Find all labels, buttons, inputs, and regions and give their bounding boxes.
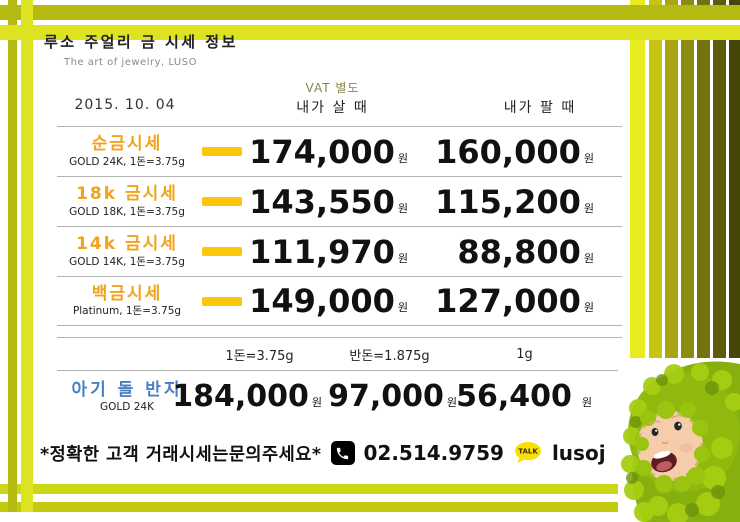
gold-dash-icon [202,197,242,206]
row-label: 아기 돌 반지 [71,379,183,400]
buy-price-cell: 111,970 원 [247,236,412,268]
brand-subtitle: The art of jewelry, LUSO [64,57,197,68]
won-unit: 원 [397,151,408,165]
sell-price: 115,200 [435,182,581,221]
sell-price-cell: 88,800 원 [412,236,612,268]
bottom-band-olive [0,502,740,512]
table-row-pure-gold: 순금시세 GOLD 24K, 1돈=3.75g 174,000 원 160,00… [57,126,622,176]
ring-price-half-don: 97,000 원 [322,382,457,412]
gold-dash-icon [202,147,242,156]
row-sublabel: GOLD 24K, 1돈=3.75g [69,155,185,168]
won-unit: 원 [311,396,322,409]
left-stripe-bright [21,0,33,512]
page-title: 루소 주얼리 금 시세 정보 [44,33,238,51]
sell-price: 160,000 [435,132,581,171]
price: 184,000 [172,379,309,414]
won-unit: 원 [397,301,408,314]
top-band-bright [0,25,740,40]
won-unit: 원 [397,251,408,265]
left-stripe-olive [8,0,17,512]
gold-dash-icon [202,296,242,306]
row-label-cell: 18k 금시세 GOLD 18K, 1돈=3.75g [57,185,197,218]
won-unit: 원 [583,251,594,265]
row-label: 순금시세 [91,134,163,155]
phone-number: 02.514.9759 [363,441,504,465]
sell-column-header: 내가 팔 때 [503,100,577,116]
row-label-cell: 아기 돌 반지 GOLD 24K [57,379,197,414]
vat-note: VAT 별도 [305,81,360,95]
row-label: 백금시세 [91,283,163,304]
won-unit: 원 [583,201,594,215]
won-unit: 원 [446,396,457,409]
price: 56,400 [456,379,572,414]
table-row-18k: 18k 금시세 GOLD 18K, 1돈=3.75g 143,550 원 115… [57,176,622,226]
buy-price: 149,000 [249,282,395,320]
price-date: 2015. 10. 04 [74,97,176,113]
table-row-baby-ring: 아기 돌 반지 GOLD 24K 184,000 원 97,000 원 56,4… [57,371,622,423]
price: 97,000 [328,379,444,414]
row-label-cell: 백금시세 Platinum, 1돈=3.75g [57,283,197,318]
baby-ring-table: 1돈=3.75g 반돈=1.875g 1g 아기 돌 반지 GOLD 24K 1… [57,337,622,423]
sell-price-cell: 127,000 원 [412,285,612,317]
row-label-cell: 14k 금시세 GOLD 14K, 1돈=3.75g [57,235,197,268]
won-unit: 원 [583,301,594,314]
kakaotalk-icon: TALK [513,441,543,465]
phone-icon [330,441,355,465]
contact-bar: *정확한 고객 거래시세는문의주세요* 02.514.9759 TALK lus… [40,437,606,469]
inquiry-notice: *정확한 고객 거래시세는문의주세요* [40,444,322,465]
ring-table-header: 1돈=3.75g 반돈=1.875g 1g [57,337,622,371]
baby-photo [618,358,740,522]
ring-price-1g: 56,400 원 [456,379,592,414]
buy-price-cell: 143,550 원 [247,186,412,218]
row-sublabel: Platinum, 1돈=3.75g [72,305,182,318]
buy-price: 174,000 [249,132,395,171]
gold-price-table: 순금시세 GOLD 24K, 1돈=3.75g 174,000 원 160,00… [57,126,622,326]
kakao-id: lusoj [551,441,606,465]
weight-header-1don: 1돈=3.75g [225,348,294,364]
sell-price-cell: 115,200 원 [412,186,612,218]
row-label: 14k 금시세 [76,234,178,255]
row-sublabel: GOLD 24K [100,401,154,414]
buy-price-cell: 174,000 원 [247,136,412,168]
sell-price: 88,800 [457,232,581,271]
weight-header-half-don: 반돈=1.875g [349,348,430,364]
won-unit: 원 [583,151,594,165]
buy-column-header: 내가 살 때 [296,100,369,116]
weight-header-1g: 1g [516,346,533,362]
sell-price: 127,000 [435,282,581,320]
won-unit: 원 [581,396,592,409]
sell-price-cell: 160,000 원 [412,136,612,168]
buy-price: 111,970 [249,232,395,271]
dash-cell [197,197,247,206]
won-unit: 원 [397,201,408,215]
buy-price: 143,550 [249,182,395,221]
gold-dash-icon [202,247,242,256]
dash-cell [197,296,247,306]
top-band-olive [0,5,740,20]
ring-price-1don: 184,000 원 [172,382,322,412]
top-band-gap [0,20,740,25]
row-sublabel: GOLD 18K, 1돈=3.75g [69,205,185,218]
right-stripe-7 [729,0,740,522]
bottom-band-bright [0,484,740,494]
buy-price-cell: 149,000 원 [247,285,412,317]
table-row-platinum: 백금시세 Platinum, 1돈=3.75g 149,000 원 127,00… [57,276,622,326]
dash-cell [197,247,247,256]
dash-cell [197,147,247,156]
svg-text:TALK: TALK [518,448,538,456]
row-sublabel: GOLD 14K, 1돈=3.75g [69,255,185,268]
row-label-cell: 순금시세 GOLD 24K, 1돈=3.75g [57,135,197,168]
row-label: 18k 금시세 [76,184,178,205]
table-row-14k: 14k 금시세 GOLD 14K, 1돈=3.75g 111,970 원 88,… [57,226,622,276]
